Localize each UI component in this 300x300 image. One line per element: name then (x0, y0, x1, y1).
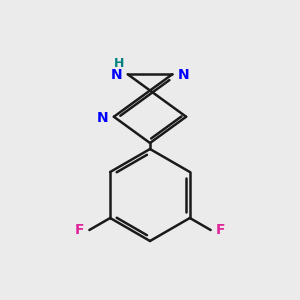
Text: N: N (177, 68, 189, 82)
Text: N: N (111, 68, 123, 82)
Text: F: F (216, 223, 225, 237)
Text: H: H (114, 57, 125, 70)
Text: N: N (97, 111, 109, 125)
Text: F: F (75, 223, 84, 237)
